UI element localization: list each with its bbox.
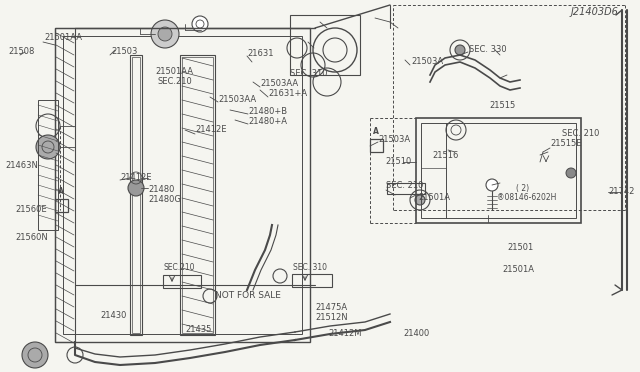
- Bar: [38, 100, 58, 230]
- Text: 21430: 21430: [100, 311, 126, 320]
- Text: 21480: 21480: [148, 186, 174, 195]
- Bar: [292, 274, 332, 287]
- Text: SEC. 210: SEC. 210: [562, 129, 600, 138]
- Text: 21515E: 21515E: [550, 140, 582, 148]
- Text: A: A: [373, 128, 379, 137]
- Bar: [387, 183, 425, 194]
- Circle shape: [36, 135, 60, 159]
- Text: 21560E: 21560E: [15, 205, 47, 215]
- Text: 21510: 21510: [385, 157, 412, 166]
- Text: 21412M: 21412M: [328, 330, 362, 339]
- Text: SEC.210: SEC.210: [164, 263, 195, 273]
- Text: 21503: 21503: [111, 48, 138, 57]
- Circle shape: [192, 16, 208, 32]
- Text: 21501A: 21501A: [418, 192, 450, 202]
- Bar: [182, 57, 213, 333]
- Text: NOT FOR SALE: NOT FOR SALE: [215, 291, 281, 299]
- Text: SEC. 210: SEC. 210: [386, 182, 424, 190]
- Text: 21631: 21631: [247, 48, 273, 58]
- Text: 21508: 21508: [8, 48, 35, 57]
- Text: 21501AA: 21501AA: [155, 67, 193, 77]
- Text: 21463N: 21463N: [5, 160, 38, 170]
- Text: SEC.210: SEC.210: [158, 77, 193, 87]
- Circle shape: [128, 180, 144, 196]
- Text: 21501AA: 21501AA: [44, 33, 82, 42]
- Circle shape: [455, 45, 465, 55]
- Text: 21512N: 21512N: [315, 314, 348, 323]
- Text: 21516: 21516: [432, 151, 458, 160]
- Circle shape: [158, 27, 172, 41]
- Circle shape: [566, 168, 576, 178]
- Text: ®08146-6202H: ®08146-6202H: [497, 192, 556, 202]
- Bar: [63, 36, 302, 334]
- Text: ( 2): ( 2): [516, 183, 529, 192]
- Text: 21503A: 21503A: [411, 58, 443, 67]
- Text: 21480G: 21480G: [148, 196, 181, 205]
- Bar: [163, 275, 201, 288]
- Text: 21742: 21742: [608, 187, 634, 196]
- Circle shape: [22, 342, 48, 368]
- Text: 21560N: 21560N: [15, 232, 48, 241]
- Circle shape: [415, 195, 425, 205]
- Text: 21412E: 21412E: [195, 125, 227, 135]
- Text: 21400: 21400: [403, 330, 429, 339]
- Bar: [290, 15, 360, 75]
- Text: 21480+A: 21480+A: [248, 118, 287, 126]
- Text: A: A: [58, 187, 64, 196]
- Circle shape: [151, 20, 179, 48]
- Bar: [55, 28, 75, 342]
- Text: 21631+A: 21631+A: [268, 89, 307, 97]
- Text: 21475A: 21475A: [315, 304, 347, 312]
- Text: SEC. 310: SEC. 310: [290, 70, 328, 78]
- Text: 21503A: 21503A: [378, 135, 410, 144]
- Text: 21435: 21435: [185, 326, 211, 334]
- Bar: [421, 123, 576, 218]
- Bar: [55, 28, 310, 342]
- Text: 21480+B: 21480+B: [248, 108, 287, 116]
- Text: SEC. 330: SEC. 330: [469, 45, 507, 55]
- Circle shape: [486, 179, 498, 191]
- Bar: [55, 199, 68, 212]
- Bar: [180, 55, 215, 335]
- Text: 21501: 21501: [507, 244, 533, 253]
- Text: 21412E: 21412E: [120, 173, 152, 183]
- Text: 21515: 21515: [489, 102, 515, 110]
- Bar: [130, 55, 142, 335]
- Text: 21503AA: 21503AA: [260, 78, 298, 87]
- Text: 21503AA: 21503AA: [218, 94, 256, 103]
- Bar: [132, 57, 140, 333]
- Text: J21403D6: J21403D6: [571, 7, 619, 17]
- Text: SEC. 310: SEC. 310: [293, 263, 327, 272]
- Text: 21501A: 21501A: [502, 266, 534, 275]
- Bar: [370, 139, 383, 152]
- Bar: [416, 118, 581, 223]
